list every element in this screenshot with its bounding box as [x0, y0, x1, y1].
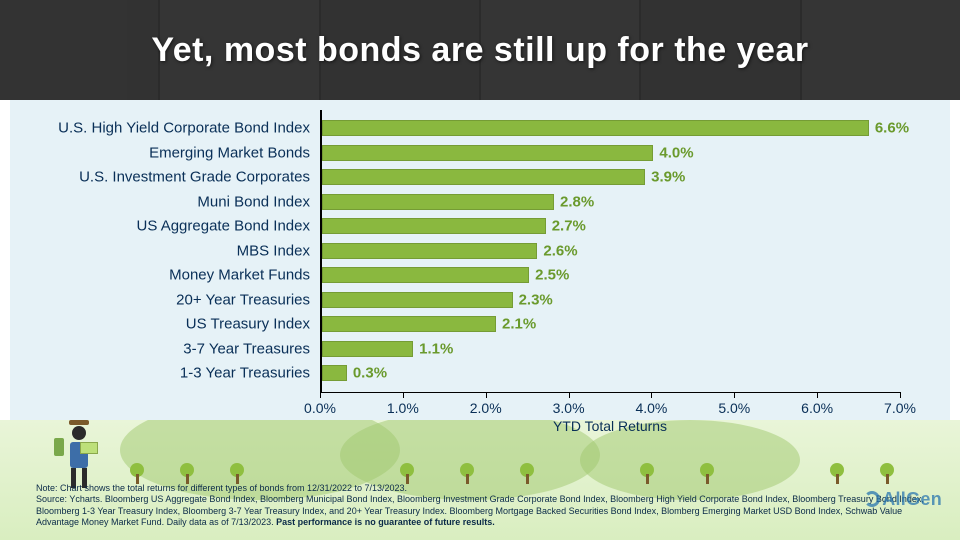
bar-category-label: 1-3 Year Treasuries — [10, 365, 310, 382]
bar-category-label: 20+ Year Treasuries — [10, 291, 310, 308]
x-tick-mark — [900, 392, 901, 398]
bar-series: U.S. High Yield Corporate Bond Index 6.6%… — [10, 116, 950, 386]
bar-category-label: Money Market Funds — [10, 267, 310, 284]
bar-value-label: 2.6% — [543, 242, 577, 259]
bar-rect — [322, 365, 347, 381]
bar-rect — [322, 316, 496, 332]
bar-rect — [322, 243, 537, 259]
bar-value-label: 2.5% — [535, 267, 569, 284]
slide-title: Yet, most bonds are still up for the yea… — [151, 31, 808, 70]
bar-value-label: 0.3% — [353, 365, 387, 382]
tree-icon — [180, 463, 194, 484]
bar-category-label: 3-7 Year Treasures — [10, 340, 310, 357]
tree-icon — [230, 463, 244, 484]
bar-value-label: 2.7% — [552, 218, 586, 235]
slide-root: Yet, most bonds are still up for the yea… — [0, 0, 960, 540]
tree-icon — [640, 463, 654, 484]
bar-row: Money Market Funds 2.5% — [10, 263, 950, 288]
tree-icon — [830, 463, 844, 484]
bar-rect — [322, 341, 413, 357]
bar-row: Emerging Market Bonds 4.0% — [10, 141, 950, 166]
bar-category-label: Muni Bond Index — [10, 193, 310, 210]
x-tick-label: 2.0% — [470, 400, 502, 416]
bar-category-label: US Aggregate Bond Index — [10, 218, 310, 235]
bar-row: 1-3 Year Treasuries 0.3% — [10, 361, 950, 386]
bar-value-label: 2.1% — [502, 316, 536, 333]
bar-category-label: MBS Index — [10, 242, 310, 259]
x-tick-label: 0.0% — [304, 400, 336, 416]
x-tick-label: 7.0% — [884, 400, 916, 416]
note-prefix: Note: — [36, 483, 60, 493]
bar-rect — [322, 120, 869, 136]
tree-icon — [400, 463, 414, 484]
x-tick-label: 4.0% — [635, 400, 667, 416]
bar-row: US Aggregate Bond Index 2.7% — [10, 214, 950, 239]
bar-category-label: U.S. Investment Grade Corporates — [10, 169, 310, 186]
bar-row: U.S. Investment Grade Corporates 3.9% — [10, 165, 950, 190]
slide-header: Yet, most bonds are still up for the yea… — [0, 0, 960, 100]
bar-category-label: U.S. High Yield Corporate Bond Index — [10, 120, 310, 137]
source-prefix: Source: — [36, 494, 69, 504]
bar-rect — [322, 292, 513, 308]
x-tick-label: 3.0% — [553, 400, 585, 416]
tree-icon — [130, 463, 144, 484]
tree-icon — [460, 463, 474, 484]
tree-icon — [520, 463, 534, 484]
logo-text: AllGen — [882, 489, 942, 509]
bar-value-label: 2.8% — [560, 193, 594, 210]
bar-value-label: 2.3% — [519, 291, 553, 308]
disclaimer-text: Past performance is no guarantee of futu… — [276, 517, 495, 527]
bar-row: Muni Bond Index 2.8% — [10, 190, 950, 215]
allgen-logo: AllGen — [864, 489, 942, 510]
x-axis-title: YTD Total Returns — [553, 418, 667, 434]
bar-rect — [322, 169, 645, 185]
bar-value-label: 6.6% — [875, 120, 909, 137]
footnote-block: Note: Chart shows the total returns for … — [36, 483, 940, 528]
bar-category-label: US Treasury Index — [10, 316, 310, 333]
note-text: Chart shows the total returns for differ… — [60, 483, 407, 493]
x-tick-label: 1.0% — [387, 400, 419, 416]
tree-icon — [700, 463, 714, 484]
x-tick-label: 5.0% — [718, 400, 750, 416]
hiker-illustration — [58, 420, 100, 490]
bar-value-label: 4.0% — [659, 144, 693, 161]
bar-rect — [322, 267, 529, 283]
logo-swirl-icon — [864, 491, 880, 507]
bar-rect — [322, 218, 546, 234]
bar-rect — [322, 194, 554, 210]
bar-value-label: 3.9% — [651, 169, 685, 186]
bar-row: 3-7 Year Treasures 1.1% — [10, 337, 950, 362]
x-tick-label: 6.0% — [801, 400, 833, 416]
x-axis-line — [320, 392, 900, 393]
bar-row: US Treasury Index 2.1% — [10, 312, 950, 337]
bar-row: MBS Index 2.6% — [10, 239, 950, 264]
bar-value-label: 1.1% — [419, 340, 453, 357]
bar-row: U.S. High Yield Corporate Bond Index 6.6% — [10, 116, 950, 141]
bar-category-label: Emerging Market Bonds — [10, 144, 310, 161]
tree-icon — [880, 463, 894, 484]
bar-rect — [322, 145, 653, 161]
bar-row: 20+ Year Treasuries 2.3% — [10, 288, 950, 313]
bar-chart: U.S. High Yield Corporate Bond Index 6.6%… — [10, 100, 950, 420]
